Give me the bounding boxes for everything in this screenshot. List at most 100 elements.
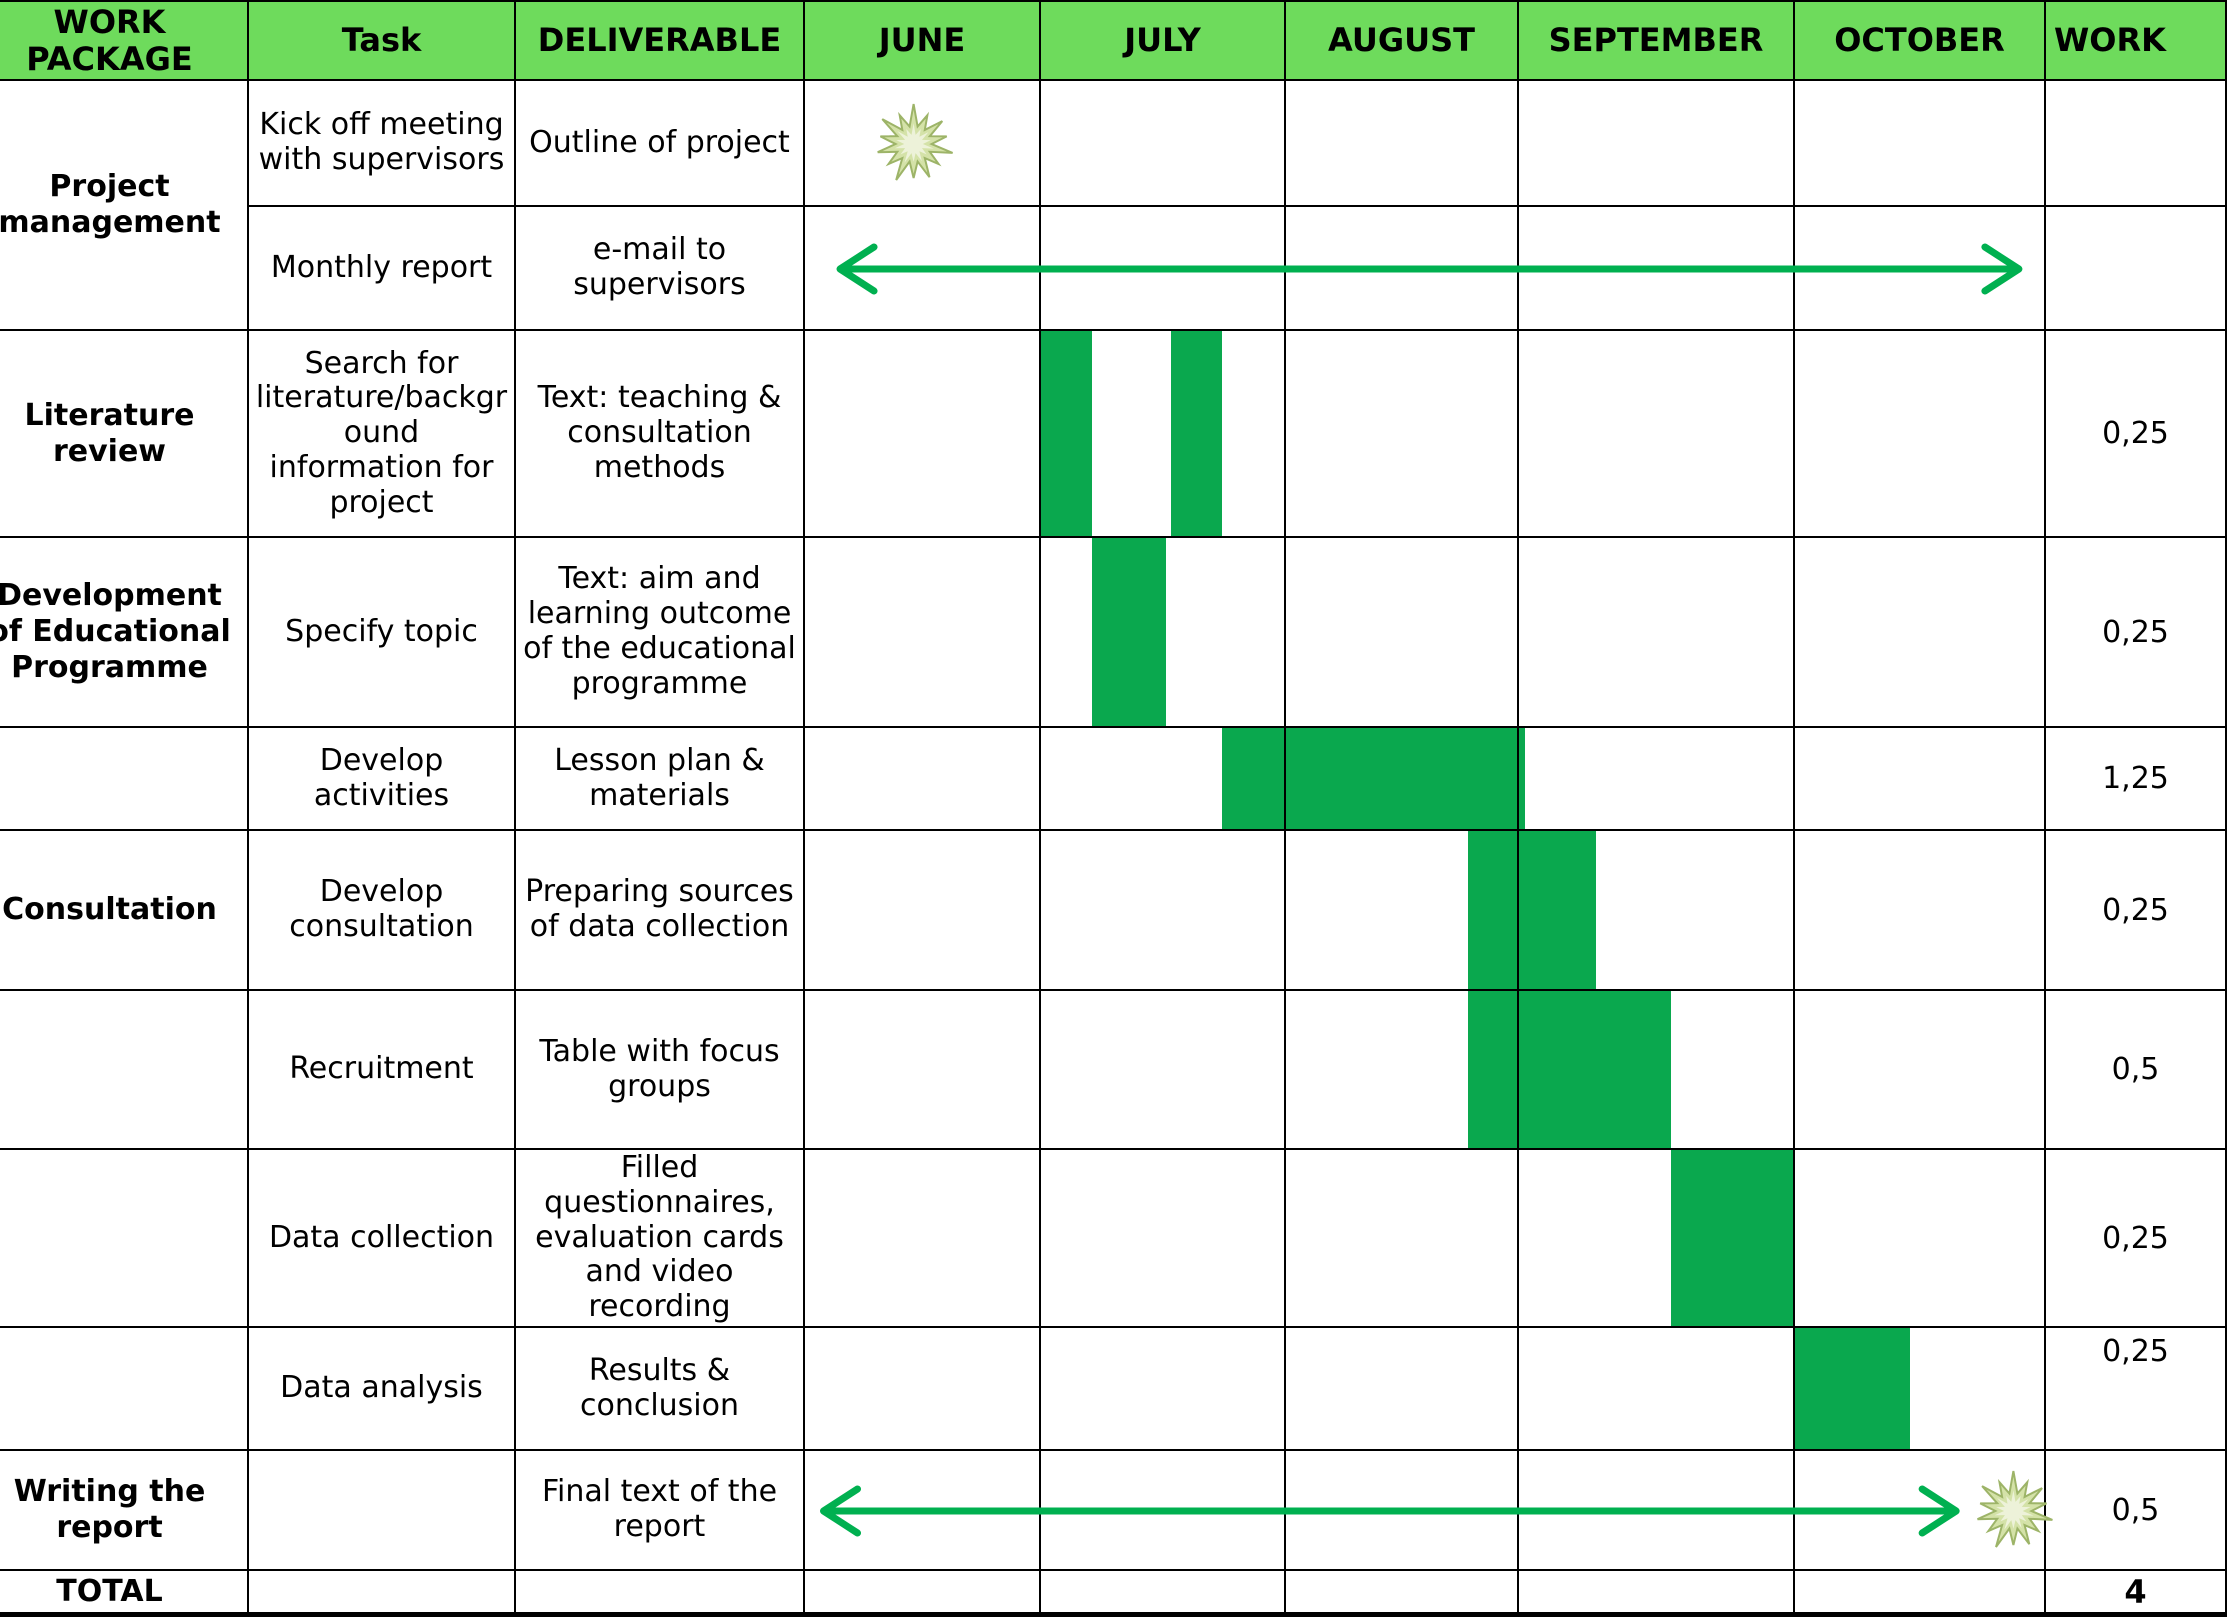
total-timeline-cell-m0 bbox=[805, 1571, 1041, 1617]
timeline-cell-r0-m2 bbox=[1286, 81, 1519, 207]
total-deliverable-cell bbox=[516, 1571, 805, 1617]
timeline-cell-r2-m2 bbox=[1286, 331, 1519, 538]
work-package-cell bbox=[0, 991, 249, 1150]
timeline-cell-r6-m2 bbox=[1286, 991, 1519, 1150]
column-header-september-label: SEPTEMBER bbox=[1548, 21, 1764, 60]
gantt-bar bbox=[1795, 1328, 1911, 1451]
work-package-development-of-educational-programme: Development of Educational Programme bbox=[0, 538, 249, 728]
deliverable-preparing-sources-of-data-collection-label: Preparing sources of data collection bbox=[525, 874, 794, 944]
gantt-bar bbox=[1670, 1150, 1795, 1328]
timeline-cell-r0-m0 bbox=[805, 81, 1041, 207]
deliverable-lesson-plan-materials-label: Lesson plan & materials bbox=[554, 742, 765, 813]
work-value-row-3-label: 0,25 bbox=[2102, 614, 2169, 650]
deliverable-outline-of-project: Outline of project bbox=[516, 81, 805, 207]
work-package-literature-review: Literature review bbox=[0, 331, 249, 538]
timeline-cell-r7-m1 bbox=[1041, 1150, 1286, 1328]
timeline-cell-r5-m3 bbox=[1519, 831, 1795, 991]
deliverable-results-conclusion-label: Results & conclusion bbox=[579, 1352, 740, 1423]
timeline-cell-r7-m0 bbox=[805, 1150, 1041, 1328]
timeline-cell-r2-m4 bbox=[1795, 331, 2046, 538]
total-label-label: TOTAL bbox=[56, 1573, 163, 1609]
deliverable-filled-questionnaires-evaluation-cards-and-video-recording: Filled questionnaires, evaluation cards … bbox=[516, 1150, 805, 1328]
column-header-july: JULY bbox=[1041, 0, 1286, 81]
work-value-row-0 bbox=[2046, 81, 2227, 207]
column-header-deliverable-label: DELIVERABLE bbox=[537, 21, 782, 60]
timeline-cell-r0-m1 bbox=[1041, 81, 1286, 207]
work-value-row-6-label: 0,5 bbox=[2111, 1052, 2160, 1087]
task-data-collection: Data collection bbox=[249, 1150, 516, 1328]
task-recruitment-label: Recruitment bbox=[289, 1051, 474, 1087]
timeline-cell-r9-m1 bbox=[1041, 1451, 1286, 1571]
deliverable-filled-questionnaires-evaluation-cards-and-video-recording-label: Filled questionnaires, evaluation cards … bbox=[535, 1150, 784, 1325]
work-package-cell bbox=[0, 1150, 249, 1328]
task-monthly-report-label: Monthly report bbox=[270, 249, 493, 285]
timeline-cell-r3-m2 bbox=[1286, 538, 1519, 728]
deliverable-table-with-focus-groups-label: Table with focus groups bbox=[539, 1033, 780, 1104]
deliverable-results-conclusion: Results & conclusion bbox=[516, 1328, 805, 1451]
timeline-cell-r5-m0 bbox=[805, 831, 1041, 991]
deliverable-preparing-sources-of-data-collection: Preparing sources of data collection bbox=[516, 831, 805, 991]
timeline-cell-r4-m1 bbox=[1041, 728, 1286, 831]
total-timeline-cell-m3 bbox=[1519, 1571, 1795, 1617]
task-kick-off-meeting-with-supervisors: Kick off meeting with supervisors bbox=[249, 81, 516, 207]
gantt-bar bbox=[1467, 831, 1597, 991]
work-package-literature-review-label: Literature review bbox=[24, 397, 195, 469]
column-header-july-label: JULY bbox=[1124, 21, 1201, 60]
timeline-cell-r5-m4 bbox=[1795, 831, 2046, 991]
task-search-for-literature-background-information-for-project: Search for literature/background informa… bbox=[249, 331, 516, 538]
timeline-cell-r8-m2 bbox=[1286, 1328, 1519, 1451]
gantt-bar bbox=[1222, 728, 1525, 831]
timeline-cell-r2-m0 bbox=[805, 331, 1041, 538]
timeline-cell-r3-m4 bbox=[1795, 538, 2046, 728]
work-package-writing-the-report-label: Writing the report bbox=[13, 1474, 206, 1545]
total-work-value-label: 4 bbox=[2124, 1572, 2147, 1611]
work-package-cell bbox=[0, 728, 249, 831]
timeline-cell-r8-m0 bbox=[805, 1328, 1041, 1451]
timeline-cell-r8-m1 bbox=[1041, 1328, 1286, 1451]
deliverable-table-with-focus-groups: Table with focus groups bbox=[516, 991, 805, 1150]
timeline-cell-r1-m1 bbox=[1041, 207, 1286, 331]
task-data-analysis: Data analysis bbox=[249, 1328, 516, 1451]
deliverable-text-aim-and-learning-outcome-of-the-educational-programme: Text: aim and learning outcome of the ed… bbox=[516, 538, 805, 728]
timeline-cell-r0-m3 bbox=[1519, 81, 1795, 207]
task-kick-off-meeting-with-supervisors-label: Kick off meeting with supervisors bbox=[258, 107, 505, 177]
task-search-for-literature-background-information-for-project-label: Search for literature/background informa… bbox=[255, 345, 508, 520]
task-data-analysis-label: Data analysis bbox=[280, 1370, 483, 1406]
column-header-work-label: WORK bbox=[2054, 21, 2166, 60]
timeline-cell-r8-m4 bbox=[1795, 1328, 2046, 1451]
timeline-cell-r4-m0 bbox=[805, 728, 1041, 831]
work-value-row-1 bbox=[2046, 207, 2227, 331]
task-develop-activities-label: Develop activities bbox=[313, 742, 450, 813]
work-value-row-4-label: 1,25 bbox=[2102, 761, 2169, 796]
timeline-cell-r4-m2 bbox=[1286, 728, 1519, 831]
column-header-work-package-label: WORK PACKAGE bbox=[26, 2, 193, 78]
deliverable-text-teaching-consultation-methods-label: Text: teaching & consultation methods bbox=[537, 380, 782, 485]
work-value-row-2-label: 0,25 bbox=[2102, 416, 2169, 451]
column-header-deliverable: DELIVERABLE bbox=[516, 0, 805, 81]
timeline-cell-r4-m4 bbox=[1795, 728, 2046, 831]
column-header-task: Task bbox=[249, 0, 516, 81]
deliverable-lesson-plan-materials: Lesson plan & materials bbox=[516, 728, 805, 831]
task-data-collection-label: Data collection bbox=[268, 1219, 495, 1255]
task-recruitment: Recruitment bbox=[249, 991, 516, 1150]
task-develop-activities: Develop activities bbox=[249, 728, 516, 831]
timeline-cell-r3-m1 bbox=[1041, 538, 1286, 728]
column-header-task-label: Task bbox=[341, 21, 422, 60]
deliverable-text-aim-and-learning-outcome-of-the-educational-programme-label: Text: aim and learning outcome of the ed… bbox=[523, 561, 796, 701]
work-package-writing-the-report: Writing the report bbox=[0, 1451, 249, 1571]
timeline-cell-r5-m2 bbox=[1286, 831, 1519, 991]
task-develop-consultation: Develop consultation bbox=[249, 831, 516, 991]
timeline-cell-r1-m2 bbox=[1286, 207, 1519, 331]
deliverable-final-text-of-the-report: Final text of the report bbox=[516, 1451, 805, 1571]
column-header-june-label: JUNE bbox=[878, 21, 966, 60]
work-value-row-8-label: 0,25 bbox=[2102, 1334, 2169, 1369]
work-value-row-7-label: 0,25 bbox=[2102, 1220, 2169, 1256]
work-value-row-9-label: 0,5 bbox=[2111, 1492, 2160, 1528]
deliverable-outline-of-project-label: Outline of project bbox=[529, 124, 790, 160]
work-value-row-7: 0,25 bbox=[2046, 1150, 2227, 1328]
total-timeline-cell-m1 bbox=[1041, 1571, 1286, 1617]
timeline-cell-r9-m2 bbox=[1286, 1451, 1519, 1571]
timeline-cell-r7-m3 bbox=[1519, 1150, 1795, 1328]
